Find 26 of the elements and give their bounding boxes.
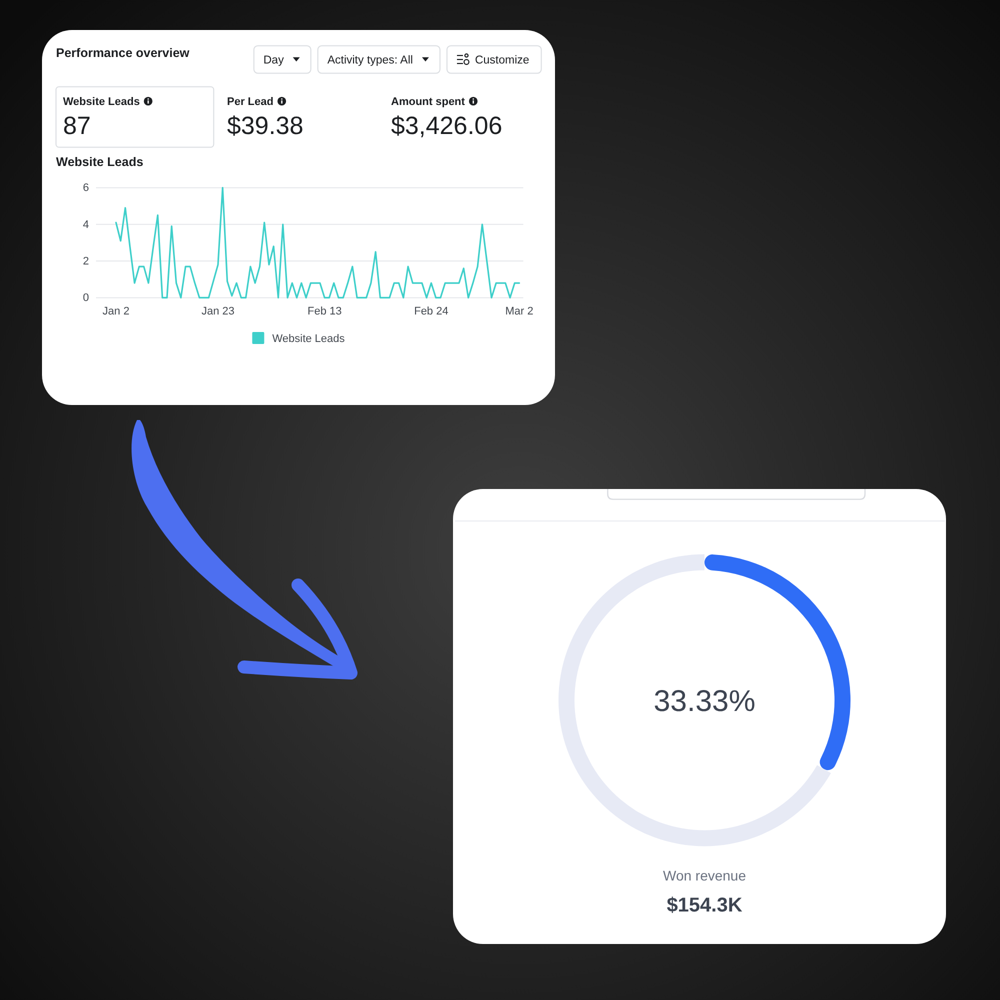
y-tick-label: 0 [82, 292, 89, 304]
text: Performance overview [56, 46, 190, 60]
text: Activity types: All [327, 54, 413, 66]
x-tick-label: Feb 13 [307, 306, 342, 318]
y-tick-label: 4 [82, 218, 89, 231]
text: $3,426.06 [391, 112, 502, 140]
x-tick-label: Feb 24 [414, 306, 448, 318]
x-tick-label: Jan 23 [201, 306, 234, 318]
text: Amount spent [391, 96, 466, 108]
text: Day [263, 54, 284, 66]
x-tick-label: Mar 2 [505, 306, 534, 318]
text: Customize [474, 54, 530, 66]
text: $39.38 [227, 112, 304, 140]
text: $154.3K [666, 894, 743, 916]
legend-label: Website Leads [272, 333, 346, 345]
text: 87 [63, 112, 91, 140]
chart-title: Website Leads [56, 155, 144, 169]
x-tick-label: Jan 2 [102, 306, 130, 318]
donut-slice [558, 554, 831, 846]
text: Website Leads [63, 96, 140, 108]
text: Per Lead [227, 96, 274, 108]
y-tick-label: 2 [82, 256, 89, 268]
text: 33.33% [654, 685, 756, 718]
line-series [115, 186, 520, 298]
y-tick-label: 6 [82, 182, 89, 194]
text: Won revenue [662, 868, 746, 884]
